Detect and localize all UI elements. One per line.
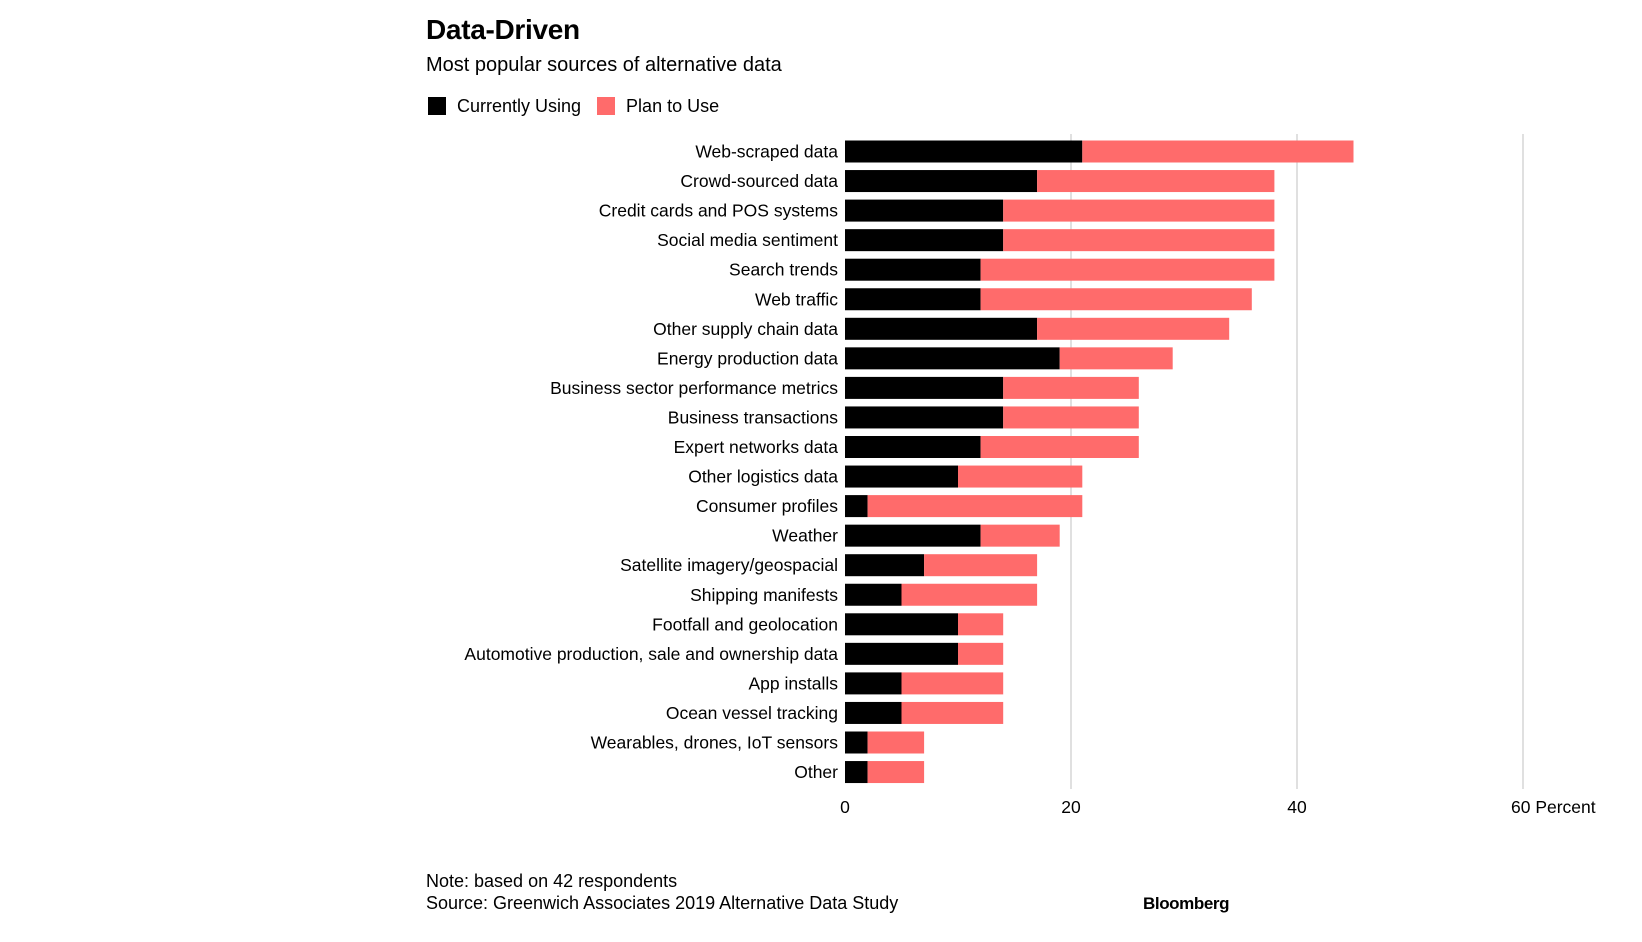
category-label-ocean-vessel-tracking: Ocean vessel tracking bbox=[666, 703, 838, 723]
category-labels: Web-scraped data Crowd-sourced data Credit… bbox=[464, 142, 838, 783]
category-label-wearables-drones-iot-sensors: Wearables, drones, IoT sensors bbox=[591, 733, 839, 753]
category-label-web-traffic: Web traffic bbox=[755, 289, 838, 309]
bar-currently-using-other-logistics-data bbox=[845, 465, 958, 488]
bar-plan-to-use-other bbox=[867, 761, 925, 784]
category-label-weather: Weather bbox=[772, 526, 838, 546]
category-label-shipping-manifests: Shipping manifests bbox=[690, 585, 838, 605]
bar-plan-to-use-footfall-and-geolocation bbox=[958, 613, 1004, 636]
chart-title: Data-Driven bbox=[426, 14, 580, 45]
x-tick-label-40: 40 bbox=[1287, 797, 1307, 817]
bar-plan-to-use-business-sector-performance-metrics bbox=[1003, 376, 1139, 399]
category-label-business-transactions: Business transactions bbox=[668, 407, 838, 427]
legend-item-currently-using: Currently Using bbox=[428, 96, 581, 117]
bar-plan-to-use-crowd-sourced-data bbox=[1037, 170, 1275, 193]
bar-currently-using-automotive-production-sale-and-ownership-data bbox=[845, 642, 958, 665]
bar-currently-using-web-scraped-data bbox=[845, 140, 1083, 163]
bar-plan-to-use-business-transactions bbox=[1003, 406, 1139, 429]
bars bbox=[845, 140, 1354, 784]
bar-currently-using-crowd-sourced-data bbox=[845, 170, 1038, 193]
bar-currently-using-social-media-sentiment bbox=[845, 229, 1004, 252]
bar-plan-to-use-web-scraped-data bbox=[1082, 140, 1354, 163]
x-tick-label-60: 60 Percent bbox=[1511, 797, 1596, 817]
category-label-other-logistics-data: Other logistics data bbox=[688, 467, 838, 487]
chart-source: Source: Greenwich Associates 2019 Altern… bbox=[426, 893, 899, 913]
bar-plan-to-use-shipping-manifests bbox=[901, 583, 1038, 606]
bar-plan-to-use-web-traffic bbox=[980, 288, 1252, 311]
bar-plan-to-use-consumer-profiles bbox=[867, 495, 1083, 518]
x-tick-label-0: 0 bbox=[840, 797, 850, 817]
bar-plan-to-use-energy-production-data bbox=[1059, 347, 1173, 370]
legend: Currently Using Plan to Use bbox=[428, 94, 735, 118]
chart-subtitle: Most popular sources of alternative data bbox=[426, 54, 782, 76]
bar-currently-using-app-installs bbox=[845, 672, 902, 695]
bar-currently-using-weather bbox=[845, 524, 981, 547]
bar-currently-using-business-transactions bbox=[845, 406, 1004, 429]
category-label-expert-networks-data: Expert networks data bbox=[674, 437, 839, 457]
bar-currently-using-wearables-drones-iot-sensors bbox=[845, 731, 868, 754]
category-label-business-sector-performance-metrics: Business sector performance metrics bbox=[550, 378, 838, 398]
bar-currently-using-energy-production-data bbox=[845, 347, 1060, 370]
category-label-automotive-production-sale-and-ownership-data: Automotive production, sale and ownershi… bbox=[464, 644, 838, 664]
category-label-energy-production-data: Energy production data bbox=[657, 348, 838, 368]
category-label-consumer-profiles: Consumer profiles bbox=[696, 496, 838, 516]
bar-plan-to-use-satellite-imagery-geospacial bbox=[924, 554, 1038, 577]
category-label-footfall-and-geolocation: Footfall and geolocation bbox=[652, 614, 838, 634]
x-axis-ticks: 0 20 40 60 Percent bbox=[840, 797, 1596, 817]
legend-item-plan-to-use: Plan to Use bbox=[597, 96, 719, 117]
bar-plan-to-use-other-supply-chain-data bbox=[1037, 317, 1230, 340]
category-label-other: Other bbox=[794, 762, 838, 782]
bar-currently-using-credit-cards-and-pos-systems bbox=[845, 199, 1004, 222]
bar-currently-using-expert-networks-data bbox=[845, 436, 981, 458]
legend-label-plan-to-use: Plan to Use bbox=[626, 95, 720, 116]
category-label-app-installs: App installs bbox=[749, 673, 839, 693]
legend-swatch-currently-using bbox=[428, 97, 446, 115]
category-label-web-scraped-data: Web-scraped data bbox=[695, 142, 838, 162]
bar-currently-using-ocean-vessel-tracking bbox=[845, 701, 902, 724]
bar-currently-using-shipping-manifests bbox=[845, 583, 902, 606]
bar-plan-to-use-weather bbox=[980, 524, 1060, 547]
bar-currently-using-satellite-imagery-geospacial bbox=[845, 554, 925, 577]
bar-plan-to-use-other-logistics-data bbox=[958, 465, 1083, 488]
bar-currently-using-other-supply-chain-data bbox=[845, 317, 1038, 340]
category-label-satellite-imagery-geospacial: Satellite imagery/geospacial bbox=[620, 555, 838, 575]
chart-note: Note: based on 42 respondents bbox=[426, 871, 678, 891]
bar-currently-using-other bbox=[845, 761, 868, 784]
bar-currently-using-business-sector-performance-metrics bbox=[845, 376, 1004, 399]
bar-currently-using-footfall-and-geolocation bbox=[845, 613, 958, 636]
bar-currently-using-consumer-profiles bbox=[845, 495, 868, 518]
category-label-social-media-sentiment: Social media sentiment bbox=[657, 230, 838, 250]
bar-plan-to-use-ocean-vessel-tracking bbox=[901, 701, 1004, 724]
bar-plan-to-use-wearables-drones-iot-sensors bbox=[867, 731, 925, 754]
bar-plan-to-use-credit-cards-and-pos-systems bbox=[1003, 199, 1275, 222]
bar-currently-using-web-traffic bbox=[845, 288, 981, 311]
category-label-crowd-sourced-data: Crowd-sourced data bbox=[680, 171, 838, 191]
category-label-other-supply-chain-data: Other supply chain data bbox=[653, 319, 838, 339]
x-tick-label-20: 20 bbox=[1061, 797, 1081, 817]
bar-plan-to-use-automotive-production-sale-and-ownership-data bbox=[958, 642, 1004, 665]
category-label-search-trends: Search trends bbox=[729, 260, 838, 280]
category-label-credit-cards-and-pos-systems: Credit cards and POS systems bbox=[599, 201, 838, 221]
bar-currently-using-search-trends bbox=[845, 258, 981, 281]
bar-plan-to-use-social-media-sentiment bbox=[1003, 229, 1275, 252]
legend-swatch-plan-to-use bbox=[597, 97, 616, 115]
bar-plan-to-use-expert-networks-data bbox=[980, 436, 1139, 458]
legend-label-currently-using: Currently Using bbox=[457, 95, 582, 116]
bar-plan-to-use-app-installs bbox=[901, 672, 1004, 695]
bloomberg-logo: Bloomberg bbox=[1143, 894, 1230, 913]
bar-plan-to-use-search-trends bbox=[980, 258, 1275, 281]
